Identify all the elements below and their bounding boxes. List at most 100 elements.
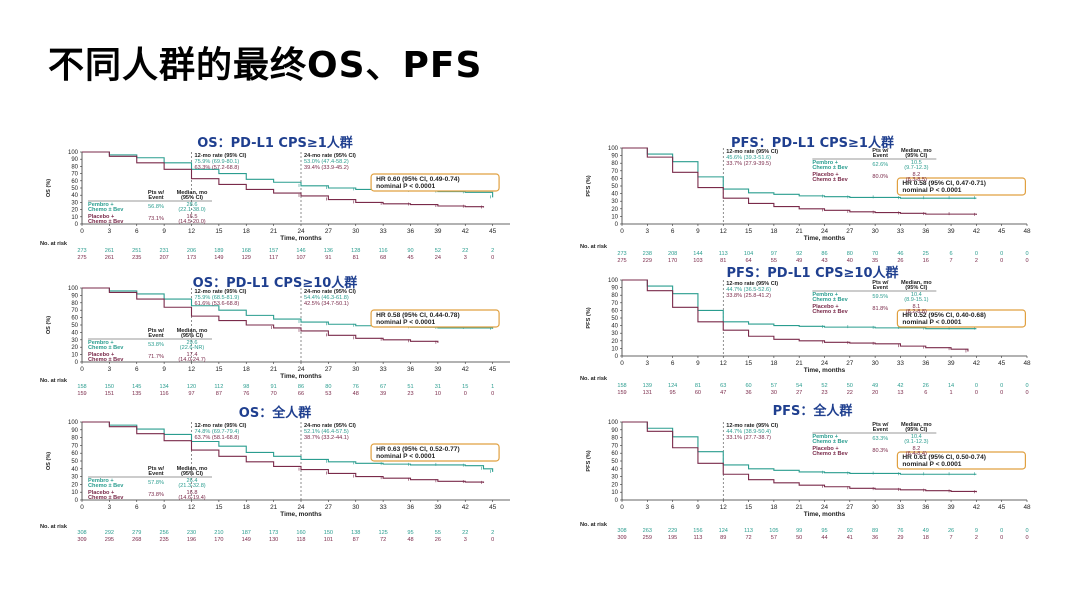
landmark-rate-placebo: 63.7% (58.1-68.8)	[195, 435, 240, 441]
at-risk-value: 25	[923, 251, 929, 257]
at-risk-value: 48	[353, 391, 359, 397]
placebo-curve	[82, 151, 485, 208]
at-risk-value: 81	[695, 383, 701, 389]
at-risk-value: 231	[159, 248, 168, 254]
table-header: Median, mo	[901, 148, 932, 154]
y-tick-label: 20	[611, 339, 618, 345]
x-tick-label: 12	[720, 504, 728, 511]
x-tick-label: 33	[380, 504, 388, 511]
y-tick-label: 90	[611, 286, 618, 292]
x-tick-label: 39	[434, 366, 442, 373]
x-tick-label: 3	[646, 360, 650, 367]
chart-panel-os-cps10: OS：PD-L1 CPS≥10人群 0 10 20 30 40 50 60 70 80 90 100…	[40, 272, 510, 410]
x-tick-label: 9	[696, 504, 700, 511]
table-row-event-pct: 59.5%	[872, 294, 888, 300]
at-risk-value: 86	[821, 251, 827, 257]
at-risk-value: 101	[324, 537, 333, 543]
at-risk-value: 131	[643, 390, 652, 396]
y-tick-label: 100	[608, 420, 619, 426]
at-risk-value: 129	[242, 255, 251, 261]
y-tick-label: 10	[71, 353, 78, 359]
table-header: Event	[873, 427, 888, 433]
x-tick-label: 21	[796, 228, 804, 235]
table-row-ci: (8.9-15.1)	[904, 297, 928, 303]
at-risk-value: 136	[324, 248, 333, 254]
at-risk-value: 6	[924, 390, 927, 396]
x-tick-label: 42	[462, 228, 470, 235]
x-tick-label: 12	[188, 366, 196, 373]
y-tick-label: 50	[71, 323, 78, 329]
x-tick-label: 0	[80, 228, 84, 235]
y-tick-label: 70	[611, 443, 618, 449]
x-tick-label: 27	[325, 366, 333, 373]
at-risk-value: 308	[77, 530, 86, 536]
y-axis-label: PFS (%)	[586, 307, 592, 328]
table-row-label: Placebo +	[88, 490, 115, 496]
y-tick-label: 30	[611, 199, 618, 205]
landmark-header: 12-mo rate (95% CI)	[195, 423, 247, 429]
chart-panel-pfs-cps10: PFS：PD-L1 CPS≥10人群 0 10 20 30 40 50 60 70 80 90 10…	[580, 262, 1045, 400]
table-row-ci: (6.2-8.8)	[906, 309, 927, 315]
y-tick-label: 80	[71, 301, 78, 307]
table-row-label: Pembro +	[812, 434, 838, 440]
at-risk-value: 158	[77, 384, 86, 390]
at-risk-value: 0	[491, 255, 494, 261]
landmark-rate-pembro: 74.8% (69.7-79.4)	[195, 429, 240, 435]
landmark-header: 12-mo rate (95% CI)	[726, 281, 778, 287]
table-row-label: Chemo ± Bev	[812, 165, 848, 171]
table-row-label: Pembro +	[812, 292, 838, 298]
y-tick-label: 30	[71, 200, 78, 206]
y-tick-label: 100	[68, 150, 79, 156]
at-risk-value: 60	[695, 390, 701, 396]
at-risk-value: 91	[271, 384, 277, 390]
at-risk-value: 149	[242, 537, 251, 543]
x-tick-label: 36	[922, 360, 930, 367]
table-header: (95% CI)	[181, 195, 203, 201]
at-risk-value: 2	[975, 535, 978, 541]
at-risk-label: No. at risk	[580, 244, 608, 250]
x-tick-label: 21	[796, 360, 804, 367]
table-row-median: 28.6	[187, 202, 198, 208]
table-row-event-pct: 81.8%	[872, 306, 888, 312]
at-risk-value: 26	[897, 258, 903, 264]
table-row-label: Placebo +	[812, 446, 839, 452]
at-risk-value: 27	[796, 390, 802, 396]
at-risk-value: 47	[720, 390, 726, 396]
table-row-median: 10.4	[911, 434, 922, 440]
table-header: Event	[148, 333, 163, 339]
table-header: Event	[148, 471, 163, 477]
chart-title: OS：PD-L1 CPS≥1人群	[197, 136, 353, 151]
x-tick-label: 3	[108, 504, 112, 511]
p-value-text: nominal P < 0.0001	[376, 319, 435, 326]
x-tick-label: 33	[897, 360, 905, 367]
at-risk-value: 196	[187, 537, 196, 543]
at-risk-value: 113	[693, 535, 702, 541]
at-risk-value: 139	[643, 383, 652, 389]
x-tick-label: 27	[325, 504, 333, 511]
y-tick-label: 40	[71, 193, 78, 199]
x-tick-label: 18	[770, 360, 778, 367]
x-tick-label: 39	[434, 504, 442, 511]
table-header: Median, mo	[901, 280, 932, 286]
x-tick-label: 24	[297, 228, 305, 235]
table-row-label: Chemo ± Bev	[812, 297, 848, 303]
landmark-rate-placebo: 42.5% (34.7-50.1)	[304, 301, 349, 307]
at-risk-value: 116	[160, 391, 169, 397]
at-risk-value: 268	[132, 537, 141, 543]
table-row-label: Placebo +	[812, 172, 839, 178]
y-tick-label: 80	[611, 293, 618, 299]
at-risk-value: 275	[617, 258, 626, 264]
at-risk-value: 309	[77, 537, 86, 543]
x-tick-label: 45	[998, 228, 1006, 235]
p-value-text: nominal P < 0.0001	[376, 183, 435, 190]
table-header: (95% CI)	[905, 427, 927, 433]
at-risk-value: 7	[950, 258, 953, 264]
y-tick-label: 40	[611, 324, 618, 330]
x-tick-label: 9	[162, 228, 166, 235]
at-risk-value: 208	[668, 251, 677, 257]
at-risk-value: 95	[407, 530, 413, 536]
y-tick-label: 0	[75, 498, 79, 504]
table-row-ci: (14.5-20.0)	[178, 219, 205, 225]
at-risk-value: 45	[407, 255, 413, 261]
